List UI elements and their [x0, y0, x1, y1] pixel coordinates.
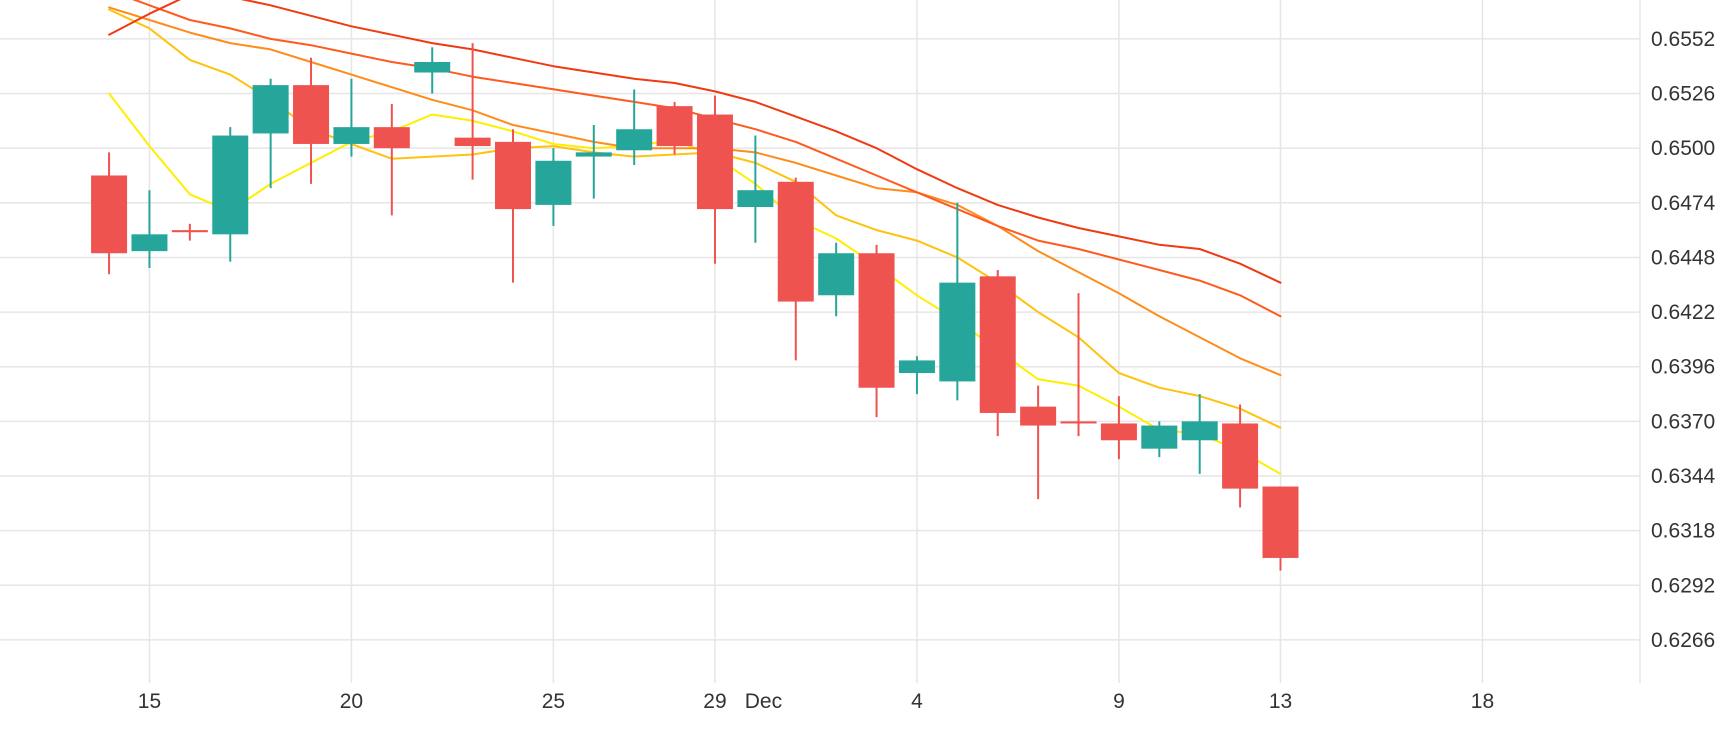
- y-tick-label: 0.6474: [1651, 192, 1716, 215]
- candle-body: [1222, 423, 1259, 489]
- candle-body: [1141, 425, 1178, 449]
- y-tick-label: 0.6422: [1651, 301, 1715, 324]
- candle-down: [495, 129, 532, 283]
- y-tick-label: 0.6370: [1651, 410, 1715, 433]
- candle-body: [818, 253, 855, 296]
- y-tick-label: 0.6396: [1651, 356, 1715, 379]
- candle-body: [858, 253, 895, 388]
- candle-up: [1181, 394, 1218, 474]
- candle-body: [939, 282, 976, 382]
- candle-down: [858, 244, 895, 418]
- candle-up: [737, 135, 774, 243]
- y-tick-label: 0.6292: [1651, 574, 1715, 597]
- candle-body: [1181, 421, 1218, 441]
- candle-up: [939, 202, 976, 401]
- tick-label-layer: 0.6552 0.6526 0.6500 0.6474 0.6448 0.6422 0.63…: [138, 28, 1716, 713]
- candle-body: [616, 129, 653, 151]
- candle-down: [373, 104, 410, 216]
- candle-down: [1262, 486, 1299, 571]
- candle-up: [333, 78, 370, 157]
- candle-body: [696, 114, 733, 210]
- y-tick-label: 0.6552: [1651, 28, 1715, 51]
- candle-down: [1222, 404, 1259, 508]
- candle-up: [898, 356, 935, 395]
- candle-down: [777, 177, 814, 361]
- candle-down: [1100, 396, 1137, 460]
- x-tick-label: Dec: [745, 690, 782, 713]
- candle-body: [212, 135, 249, 235]
- moving-average-layer: [108, 0, 1282, 475]
- candle-down: [91, 152, 128, 275]
- candle-down: [1020, 385, 1057, 500]
- candle-body: [131, 234, 168, 252]
- x-tick-label: 25: [542, 690, 565, 713]
- candle-body: [293, 85, 330, 144]
- candle-down: [171, 223, 208, 241]
- candle-body: [454, 137, 491, 147]
- candle-up: [616, 89, 653, 165]
- x-tick-label: 15: [138, 690, 161, 713]
- candle-body: [495, 141, 532, 210]
- candle-down: [979, 270, 1016, 437]
- candle-up: [131, 190, 168, 268]
- candle-body: [535, 160, 572, 205]
- candle-down: [696, 95, 733, 264]
- candle-down: [454, 43, 491, 180]
- candle-down: [656, 101, 693, 155]
- y-tick-label: 0.6266: [1651, 629, 1715, 652]
- grid-layer: [0, 0, 1640, 683]
- candle-down: [1060, 293, 1097, 437]
- candle-body: [171, 230, 208, 233]
- x-tick-label: 9: [1113, 690, 1125, 713]
- candle-body: [333, 127, 370, 144]
- candle-body: [575, 152, 612, 157]
- candle-down: [293, 57, 330, 184]
- x-tick-label: 18: [1471, 690, 1494, 713]
- candle-body: [414, 61, 451, 73]
- candle-up: [212, 127, 249, 262]
- candle-body: [91, 175, 128, 254]
- candle-body: [979, 276, 1016, 413]
- y-tick-label: 0.6448: [1651, 246, 1715, 269]
- candle-up: [535, 148, 572, 226]
- candle-body: [898, 360, 935, 374]
- candle-body: [1020, 406, 1057, 426]
- y-tick-label: 0.6318: [1651, 520, 1715, 543]
- candle-body: [777, 181, 814, 302]
- moving-average-line: [108, 8, 1282, 429]
- candle-body: [1060, 421, 1097, 424]
- x-tick-label: 4: [911, 690, 923, 713]
- moving-average-line: [108, 6, 1282, 377]
- moving-average-line: [132, 0, 1282, 318]
- y-tick-label: 0.6344: [1651, 465, 1716, 488]
- candle-body: [1262, 486, 1299, 558]
- y-tick-label: 0.6500: [1651, 137, 1715, 160]
- candle-up: [414, 47, 451, 94]
- candle-up: [252, 78, 289, 189]
- candle-up: [575, 125, 612, 199]
- candle-body: [737, 190, 774, 208]
- moving-average-line: [108, 0, 1282, 284]
- candle-body: [252, 85, 289, 134]
- y-tick-label: 0.6526: [1651, 83, 1715, 106]
- x-tick-label: 13: [1269, 690, 1292, 713]
- candle-up: [1141, 421, 1178, 458]
- candle-body: [1100, 423, 1137, 441]
- candle-body: [373, 127, 410, 149]
- candle-layer: [91, 43, 1299, 571]
- x-tick-label: 20: [340, 690, 363, 713]
- x-tick-label: 29: [703, 690, 726, 713]
- candle-body: [656, 106, 693, 147]
- candle-up: [818, 242, 855, 317]
- moving-average-line: [108, 92, 1282, 475]
